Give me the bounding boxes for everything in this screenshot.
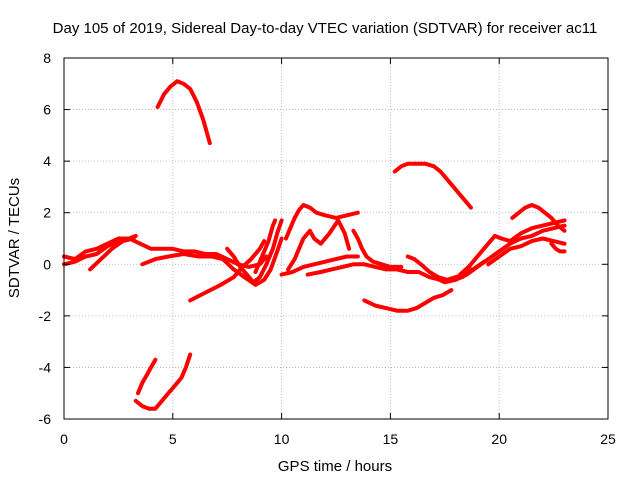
- plot-frame: [63, 57, 609, 420]
- series-line-arc-d: [140, 236, 284, 287]
- x-tick-label: 0: [60, 431, 68, 447]
- y-tick-label: 6: [43, 102, 51, 118]
- series-line-arc-g: [133, 352, 193, 411]
- y-tick-label: -4: [39, 359, 52, 375]
- chart-title: Day 105 of 2019, Sidereal Day-to-day VTE…: [53, 20, 598, 37]
- x-tick-label: 5: [169, 431, 177, 447]
- y-axis-label: SDTVAR / TECUs: [6, 178, 23, 298]
- y-tick-label: 4: [43, 153, 51, 169]
- series-line-arc-l: [286, 218, 352, 272]
- y-tick-label: -2: [39, 308, 52, 324]
- series-line-arc-m: [279, 254, 360, 277]
- series-line-arc-p: [362, 288, 454, 313]
- x-tick-label: 20: [491, 431, 507, 447]
- y-tick-label: -6: [39, 411, 52, 427]
- y-tick-label: 8: [43, 50, 51, 66]
- series-line-arc-i: [225, 218, 284, 285]
- series-line-arc-u: [486, 236, 567, 267]
- series-line-arc-h: [188, 239, 267, 303]
- series-line-arc-e: [155, 79, 212, 146]
- x-axis-label: GPS time / hours: [278, 458, 392, 475]
- series-line-arc-o: [351, 228, 404, 269]
- series-group: [62, 79, 567, 411]
- series-line-arc-w: [549, 241, 567, 254]
- ticks: 0 5 10 15 20 25 -6 -4 -2 0 2 4 6 8: [39, 50, 616, 447]
- y-tick-label: 0: [43, 256, 51, 272]
- series-line-arc-f: [136, 357, 158, 396]
- series-line-arc-t: [458, 218, 567, 277]
- series-line-arc-v: [510, 203, 567, 233]
- series-line-arc-q: [392, 161, 473, 210]
- series-line-arc-c: [88, 236, 136, 272]
- y-tick-label: 2: [43, 205, 51, 221]
- series-line-arc-k: [284, 203, 360, 241]
- series-line-arc-j: [253, 218, 278, 274]
- x-tick-label: 15: [383, 431, 399, 447]
- x-tick-label: 25: [600, 431, 616, 447]
- series-line-arc-s: [431, 223, 567, 285]
- x-tick-label: 10: [274, 431, 290, 447]
